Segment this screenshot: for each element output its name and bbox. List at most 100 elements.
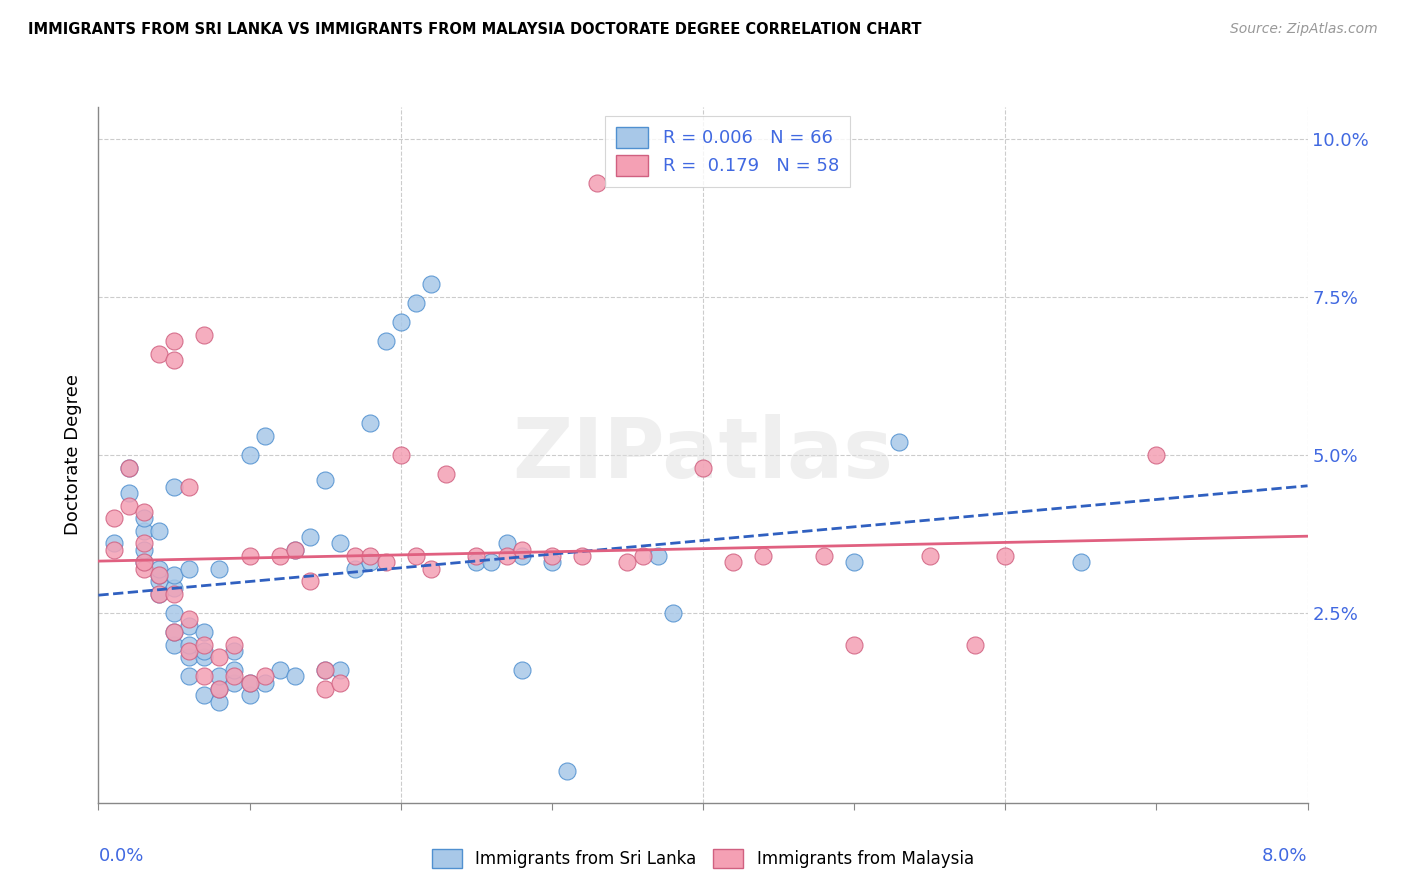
Point <box>179 669 201 683</box>
Point <box>148 568 170 582</box>
Point <box>994 549 1017 563</box>
Point <box>918 549 941 563</box>
Point <box>193 625 215 640</box>
Point <box>132 536 155 550</box>
Point <box>163 625 186 640</box>
Point <box>752 549 775 563</box>
Point <box>253 669 276 683</box>
Point <box>193 650 215 665</box>
Point <box>208 681 231 696</box>
Point <box>132 556 155 570</box>
Point <box>163 479 186 493</box>
Point <box>132 505 155 519</box>
Point <box>284 669 307 683</box>
Point <box>374 556 396 570</box>
Point <box>314 681 336 696</box>
Point <box>813 549 835 563</box>
Point <box>284 542 307 557</box>
Point <box>208 681 231 696</box>
Point <box>163 587 186 601</box>
Point <box>329 663 352 677</box>
Point <box>193 644 215 658</box>
Point <box>132 524 155 538</box>
Point <box>586 176 609 190</box>
Point <box>239 675 262 690</box>
Point <box>163 606 186 620</box>
Point <box>360 417 382 431</box>
Point <box>148 587 170 601</box>
Point <box>344 549 367 563</box>
Point <box>1146 448 1168 462</box>
Point <box>179 644 201 658</box>
Point <box>329 675 352 690</box>
Point <box>224 675 246 690</box>
Point <box>631 549 654 563</box>
Point <box>299 574 322 589</box>
Point <box>1070 556 1092 570</box>
Point <box>314 663 336 677</box>
Point <box>360 556 382 570</box>
Point <box>541 549 564 563</box>
Point <box>481 556 503 570</box>
Point <box>389 315 412 329</box>
Point <box>103 536 125 550</box>
Point <box>208 669 231 683</box>
Point <box>193 669 215 683</box>
Point <box>118 499 141 513</box>
Point <box>224 644 246 658</box>
Point <box>208 695 231 709</box>
Text: Source: ZipAtlas.com: Source: ZipAtlas.com <box>1230 22 1378 37</box>
Point <box>148 568 170 582</box>
Point <box>284 542 307 557</box>
Point <box>224 663 246 677</box>
Point <box>541 556 564 570</box>
Text: ZIPatlas: ZIPatlas <box>513 415 893 495</box>
Point <box>179 479 201 493</box>
Point <box>495 549 517 563</box>
Point <box>723 556 745 570</box>
Point <box>647 549 669 563</box>
Legend: Immigrants from Sri Lanka, Immigrants from Malaysia: Immigrants from Sri Lanka, Immigrants fr… <box>426 842 980 875</box>
Point <box>132 556 155 570</box>
Point <box>148 574 170 589</box>
Point <box>163 625 186 640</box>
Point <box>405 296 427 310</box>
Point <box>269 663 291 677</box>
Point <box>103 542 125 557</box>
Point <box>344 562 367 576</box>
Point <box>314 473 336 487</box>
Point <box>132 511 155 525</box>
Point <box>314 663 336 677</box>
Point <box>179 612 201 626</box>
Point <box>616 556 638 570</box>
Point <box>555 764 578 779</box>
Point <box>405 549 427 563</box>
Point <box>239 675 262 690</box>
Point <box>163 353 186 368</box>
Point <box>193 688 215 702</box>
Point <box>389 448 412 462</box>
Point <box>148 347 170 361</box>
Legend: R = 0.006   N = 66, R =  0.179   N = 58: R = 0.006 N = 66, R = 0.179 N = 58 <box>605 116 849 186</box>
Point <box>132 542 155 557</box>
Point <box>889 435 911 450</box>
Point <box>118 460 141 475</box>
Point <box>239 448 262 462</box>
Point <box>163 568 186 582</box>
Point <box>510 549 533 563</box>
Point <box>239 688 262 702</box>
Point <box>148 587 170 601</box>
Point <box>132 562 155 576</box>
Point <box>662 606 685 620</box>
Point <box>420 562 443 576</box>
Point <box>118 460 141 475</box>
Point <box>163 638 186 652</box>
Point <box>571 549 593 563</box>
Point <box>374 334 396 348</box>
Point <box>495 536 517 550</box>
Point <box>510 542 533 557</box>
Point <box>329 536 352 550</box>
Point <box>163 581 186 595</box>
Point <box>253 429 276 443</box>
Point <box>420 277 443 292</box>
